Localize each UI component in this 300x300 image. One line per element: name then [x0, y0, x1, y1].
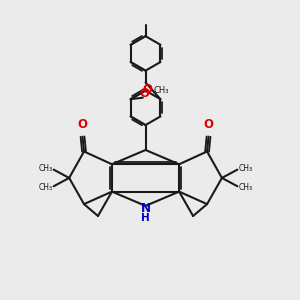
Text: H: H: [141, 213, 150, 224]
Text: CH₃: CH₃: [238, 183, 253, 192]
Text: O: O: [204, 118, 214, 131]
Text: CH₃: CH₃: [38, 183, 52, 192]
Text: O: O: [139, 87, 149, 100]
Text: O: O: [142, 83, 152, 96]
Text: O: O: [77, 118, 88, 131]
Text: CH₃: CH₃: [238, 164, 253, 173]
Text: CH₃: CH₃: [38, 164, 52, 173]
Text: CH₃: CH₃: [154, 86, 169, 95]
Text: N: N: [140, 202, 151, 215]
